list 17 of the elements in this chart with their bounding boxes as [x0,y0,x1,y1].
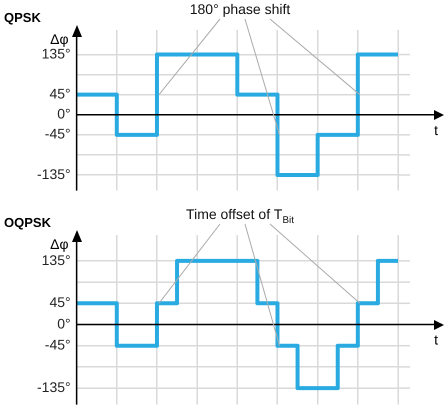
chart-title: QPSK [4,10,42,25]
y-axis-title: Δφ [50,236,69,252]
y-axis-title: Δφ [50,31,69,47]
y-tick-label: 45° [49,86,71,102]
x-axis-title: t [434,332,438,348]
y-tick-label: 0° [57,106,71,122]
y-tick-label: -135° [36,166,71,182]
y-tick-label: 135° [42,252,71,268]
text: 180° phase shift [190,1,290,17]
chart-title: OQPSK [4,215,52,230]
x-axis-title: t [434,122,438,138]
y-tick-label: 0° [57,315,71,332]
y-tick-label: 45° [49,294,71,310]
y-tick-label: -45° [44,336,71,353]
y-tick-label: 135° [42,45,71,62]
y-tick-label: -135° [36,378,71,395]
y-tick-label: -45° [44,126,71,142]
